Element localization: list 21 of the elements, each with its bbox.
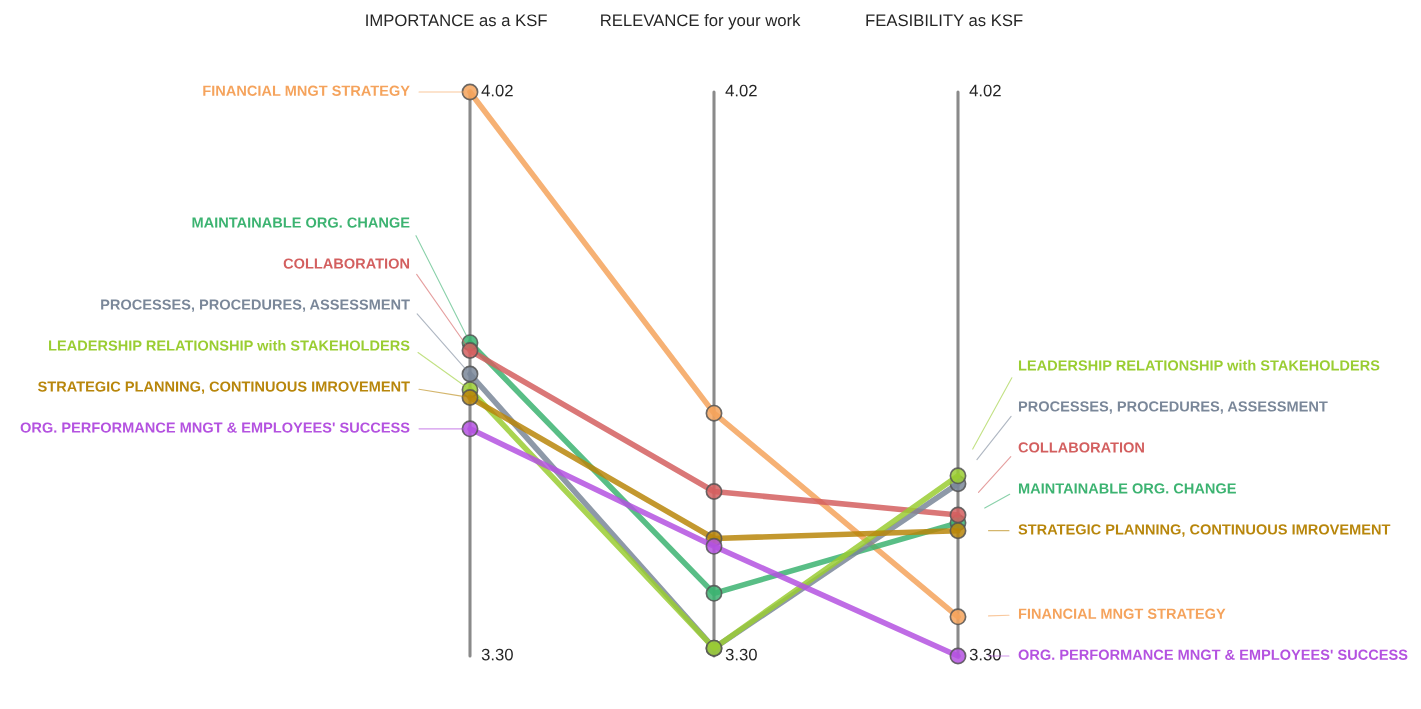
legend-label: FINANCIAL MNGT STRATEGY [1018,608,1226,619]
text: STRATEGIC PLANNING, CONTINUOUS IMROVEMENT [38,381,410,394]
text: LEADERSHIP RELATIONSHIP with STAKEHOLDERS [49,340,410,351]
text: ORG. PERFORMANCE MNGT & EMPLOYEES' SUCCESS [20,422,410,433]
legend-label: STRATEGIC PLANNING, CONTINUOUS IMROVEMENT [1018,524,1391,537]
text: LEADERSHIP RELATIONSHIP with STAKEHOLDERS [1018,359,1380,371]
x-tick-label: IMPORTANCE as a KSF [366,14,547,27]
text: COLLABORATION [1018,442,1144,453]
text: FINANCIAL MNGT STRATEGY [203,85,410,96]
text: COLLABORATION [283,258,410,269]
text: 4.02 [725,84,757,97]
x-tick-label: FEASIBILITY as KSF [866,14,1023,27]
x-tick-label: RELEVANCE for your work [601,13,801,30]
legend-label: ORG. PERFORMANCE MNGT & EMPLOYEES' SUCCESS [1018,649,1408,660]
text: PROCESSES, PROCEDURES, ASSESSMENT [1018,401,1328,414]
text: 4.02 [969,84,1001,97]
text: MAINTAINABLE ORG. CHANGE [1018,483,1236,494]
text: 3.30 [725,648,757,661]
text: PROCESSES, PROCEDURES, ASSESSMENT [101,299,410,312]
text: MAINTAINABLE ORG. CHANGE [192,217,410,228]
text: 3.30 [969,648,1001,661]
